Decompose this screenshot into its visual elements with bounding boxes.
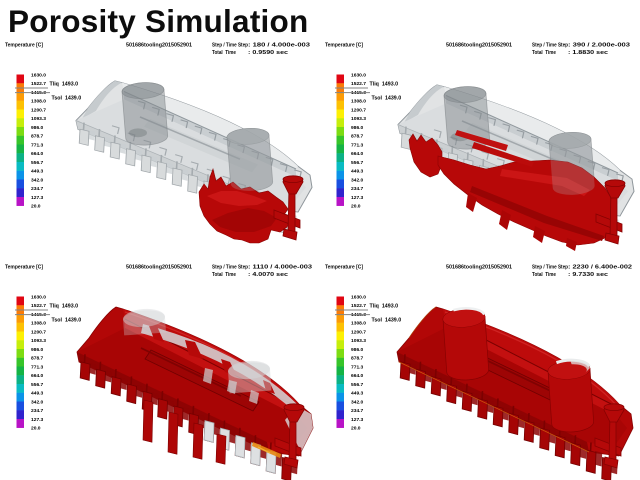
svg-text:Temperature [C]: Temperature [C] (325, 42, 363, 48)
svg-text:: 390 / 2.000e-003: : 390 / 2.000e-003 (568, 42, 631, 48)
svg-text:: 9.7330 sec: : 9.7330 sec (568, 272, 609, 278)
svg-text:: 0.9590 sec: : 0.9590 sec (248, 50, 289, 56)
svg-text:Temperature [C]: Temperature [C] (325, 264, 363, 270)
svg-text:Step / Time Step: Step / Time Step (532, 42, 568, 48)
svg-text:Total Time: Total Time (532, 272, 557, 278)
svg-text:501686tooling2015052901: 501686tooling2015052901 (126, 42, 193, 48)
svg-text:501686tooling2015052901: 501686tooling2015052901 (446, 264, 513, 270)
svg-text:Step / Time Step: Step / Time Step (212, 264, 248, 270)
svg-text:Total Time: Total Time (212, 50, 237, 56)
svg-text:: 4.0070 sec: : 4.0070 sec (248, 272, 289, 278)
svg-text:: 180 / 4.000e-003: : 180 / 4.000e-003 (248, 42, 311, 48)
svg-text:Temperature [C]: Temperature [C] (5, 42, 43, 48)
svg-text:: 1110 / 4.000e-003: : 1110 / 4.000e-003 (248, 264, 313, 270)
svg-text:Step / Time Step: Step / Time Step (532, 264, 568, 270)
svg-text:: 1.8830 sec: : 1.8830 sec (568, 50, 609, 56)
svg-text:: 2230 / 6.400e-002: : 2230 / 6.400e-002 (568, 264, 632, 270)
svg-text:Total Time: Total Time (532, 50, 557, 56)
svg-text:Total Time: Total Time (212, 272, 237, 278)
svg-text:501686tooling2015052901: 501686tooling2015052901 (126, 264, 193, 270)
svg-text:Temperature [C]: Temperature [C] (5, 264, 43, 270)
svg-text:501686tooling2015052901: 501686tooling2015052901 (446, 42, 513, 48)
svg-text:Step / Time Step: Step / Time Step (212, 42, 248, 48)
